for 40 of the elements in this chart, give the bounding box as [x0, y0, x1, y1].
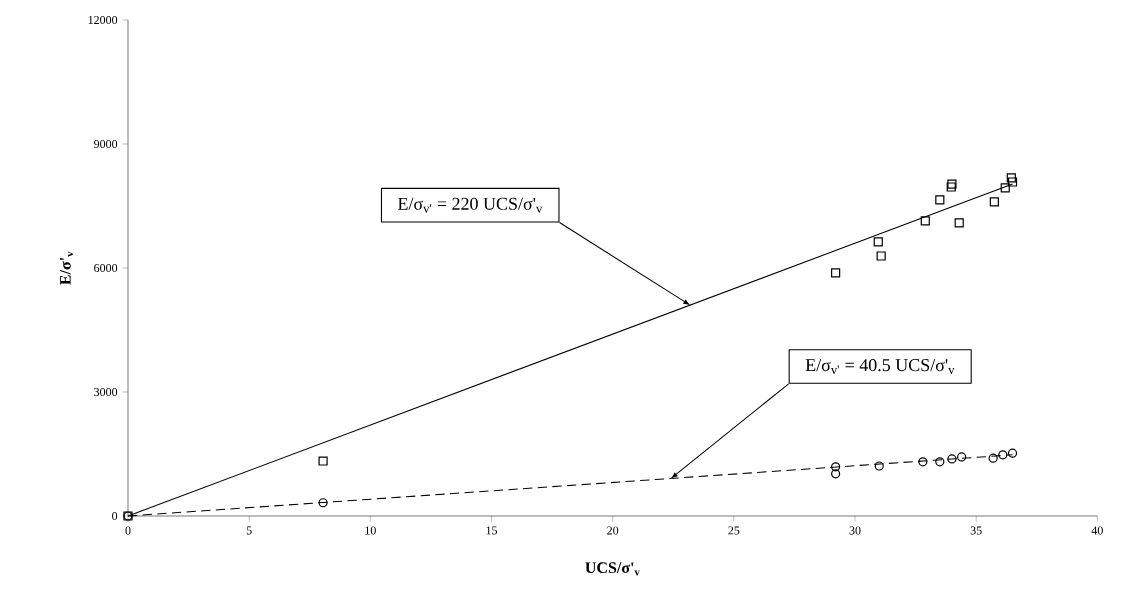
point: [831, 469, 841, 479]
point: [876, 251, 886, 261]
x-tick-label: 5: [246, 526, 252, 535]
point: [831, 462, 841, 472]
x-tick-label: 40: [1091, 526, 1103, 535]
x-tick-label: 30: [849, 526, 861, 535]
point: [989, 197, 999, 207]
point: [318, 498, 328, 508]
point: [988, 453, 998, 463]
y-tick-label: 6000: [94, 263, 118, 273]
x-tick-label: 25: [728, 526, 740, 535]
text: UCS/σ'$_{v}$: [585, 562, 640, 576]
point: [918, 457, 928, 467]
point: [318, 456, 328, 466]
x-tick-label: 20: [607, 526, 619, 535]
point: [935, 195, 945, 205]
x-tick-label: 0: [125, 526, 131, 535]
point: [998, 450, 1008, 460]
text: E/σ'$_{v}$: [60, 251, 74, 285]
x-tick-label: 15: [486, 526, 498, 535]
point: [920, 216, 930, 226]
point: [1007, 177, 1018, 187]
y-tick-label: 9000: [93, 139, 118, 149]
point: [954, 218, 964, 228]
y-tick-label: 0: [112, 511, 118, 521]
point: [957, 452, 967, 462]
point: [873, 237, 883, 247]
annotation: E/σ$_{v'}$ = 220 UCS/σ'$_{v}$: [397, 197, 543, 213]
point: [1006, 173, 1016, 183]
point: [831, 268, 841, 278]
x-tick-label: 35: [970, 526, 982, 535]
point: [1000, 183, 1010, 193]
y-tick-label: 12000: [88, 15, 118, 25]
point: [935, 457, 945, 467]
point: [1007, 448, 1018, 458]
point: [874, 461, 884, 471]
x-tick-label: 10: [365, 526, 376, 535]
annotation: E/σ$_{v'}$ = 40.5 UCS/σ'$_{v}$: [805, 359, 955, 374]
y-tick-label: 3000: [94, 387, 118, 397]
point: [947, 454, 957, 464]
